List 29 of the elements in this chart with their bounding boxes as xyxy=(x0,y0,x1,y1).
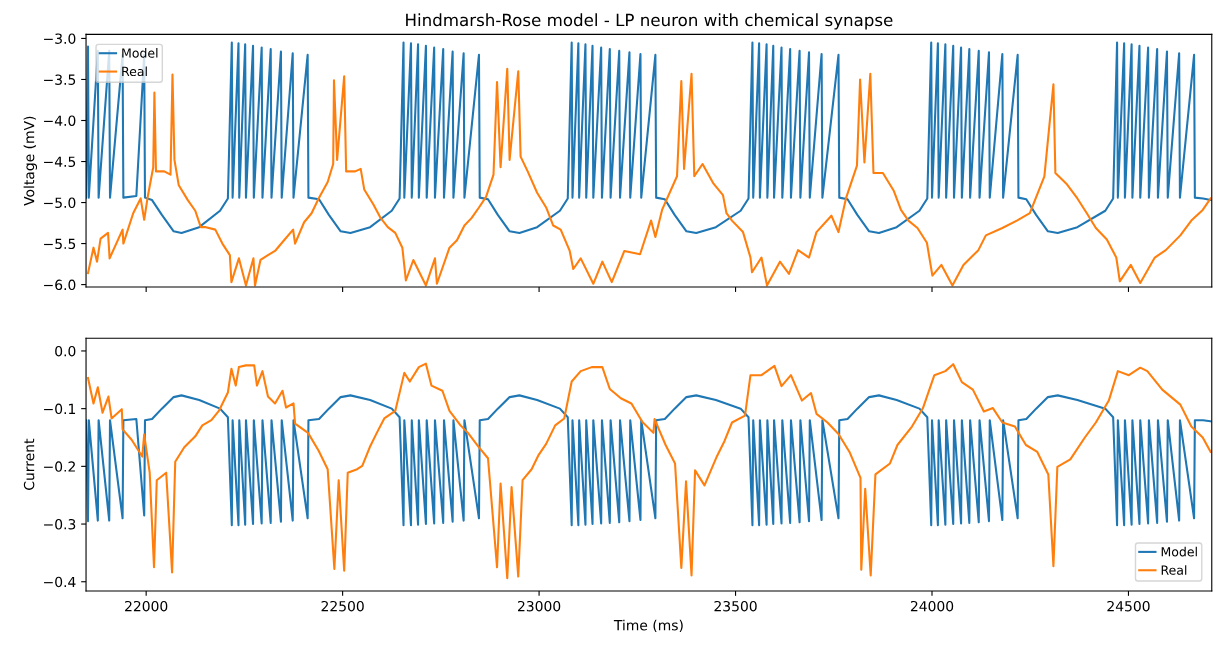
line-series xyxy=(86,394,1212,527)
line-series xyxy=(86,362,1212,580)
x-tick-label: 23000 xyxy=(518,600,561,612)
x-tick-label: 23500 xyxy=(714,600,757,612)
y-axis-title: Current xyxy=(23,438,35,490)
legend-label: Real xyxy=(122,66,147,77)
y-tick-label: −3.5 xyxy=(44,74,76,85)
y-tick-label: −0.4 xyxy=(44,576,76,588)
x-tick-label: 24000 xyxy=(910,600,954,612)
line-series xyxy=(86,41,1212,234)
legend-label: Real xyxy=(1161,565,1187,575)
x-tick-label: 22500 xyxy=(321,600,364,612)
y-tick-label: −6.0 xyxy=(44,279,76,291)
x-axis-title: Time (ms) xyxy=(613,619,683,633)
y-tick-label: −5.5 xyxy=(44,238,76,250)
y-axis-title: Voltage (mV) xyxy=(23,116,38,206)
x-tick-label: 24500 xyxy=(1107,600,1150,612)
y-tick-label: −4.0 xyxy=(44,115,76,126)
y-tick-label: −3.0 xyxy=(44,33,76,44)
y-tick-label: −0.3 xyxy=(44,519,76,530)
y-tick-label: −4.5 xyxy=(44,156,76,167)
legend-label: Model xyxy=(122,48,158,58)
chart-title: Hindmarsh-Rose model - LP neuron with chemical synapse xyxy=(406,13,893,30)
x-tick-label: 22000 xyxy=(125,600,168,612)
y-tick-label: −0.1 xyxy=(44,403,76,415)
legend-label: Model xyxy=(1161,546,1197,557)
y-tick-label: −0.2 xyxy=(44,461,75,472)
y-tick-label: −5.0 xyxy=(44,197,76,209)
y-tick-label: 0.0 xyxy=(55,345,76,357)
